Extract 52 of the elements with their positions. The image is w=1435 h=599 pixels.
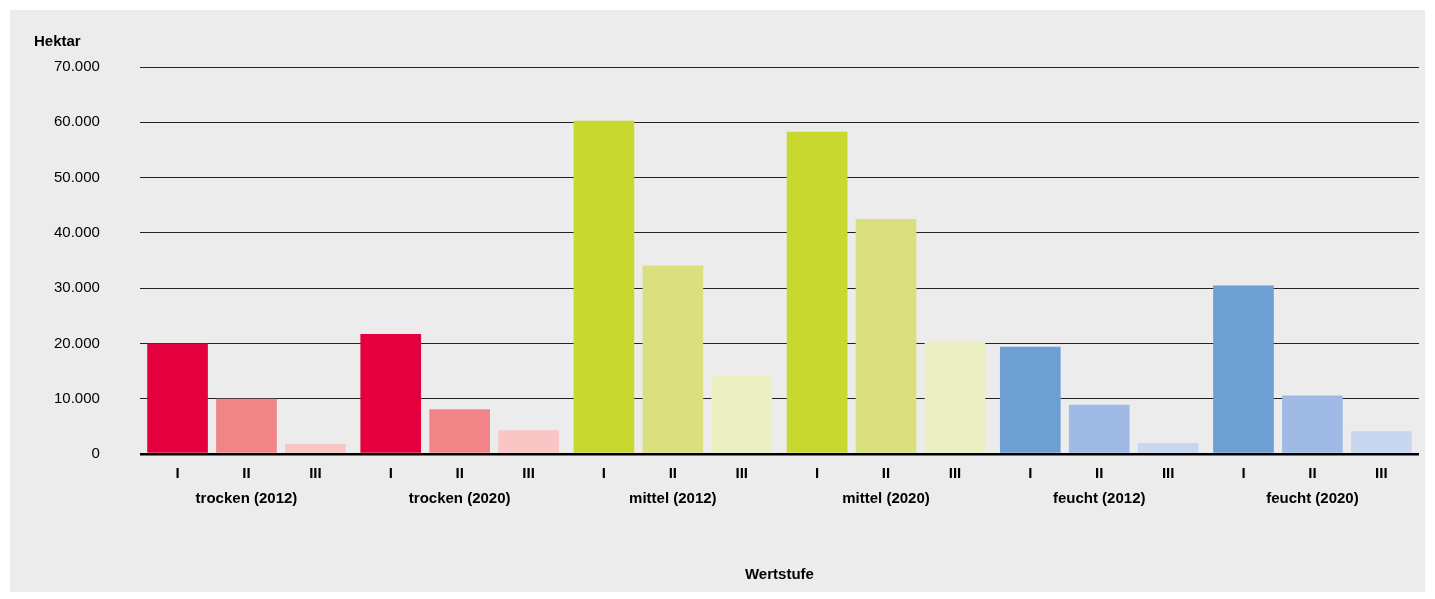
text: II	[1308, 463, 1317, 481]
bar	[1282, 395, 1343, 453]
y-tick-label: 60.000	[53, 112, 100, 130]
text: I	[388, 463, 393, 481]
x-tick-label: trocken (2020)	[408, 489, 511, 507]
text: II	[455, 463, 464, 481]
bar	[1068, 404, 1130, 453]
bar	[855, 219, 917, 453]
text: I	[601, 463, 606, 481]
x-tick-label: trocken (2012)	[195, 489, 298, 507]
text: I	[1028, 463, 1033, 481]
y-tick-label: 30.000	[53, 278, 100, 296]
bar	[216, 398, 277, 453]
bar	[711, 375, 773, 453]
bar	[924, 342, 986, 453]
bar	[360, 334, 422, 453]
y-tick-label: 10.000	[53, 388, 100, 406]
y-tick-label: 70.000	[53, 57, 100, 75]
bar	[573, 120, 635, 453]
bar	[1137, 442, 1199, 453]
x-tick-label: feucht (2012)	[1052, 489, 1146, 507]
text: I	[815, 463, 820, 481]
bar	[642, 265, 704, 453]
bar	[285, 444, 346, 453]
x-axis-title: Wertstufe	[744, 565, 814, 583]
text: III	[948, 463, 962, 481]
y-tick-label: 0	[91, 444, 100, 462]
text: II	[668, 463, 678, 481]
x-tick-label: mittel (2012)	[629, 489, 717, 507]
text: II	[1095, 463, 1104, 481]
y-tick-label: 40.000	[53, 223, 100, 240]
text: III	[1161, 463, 1175, 481]
series-label: III	[309, 463, 322, 481]
y-tick-label: 20.000	[53, 333, 100, 351]
text: I	[1241, 463, 1246, 481]
y-tick-label: 50.000	[53, 167, 100, 185]
y-axis-title: Hektar	[34, 32, 81, 49]
bar	[786, 131, 848, 453]
bar	[999, 346, 1061, 453]
bar	[1351, 431, 1412, 453]
text: II	[881, 463, 891, 481]
bar	[498, 430, 559, 453]
bar	[1213, 285, 1274, 453]
bar	[147, 343, 208, 453]
text: III	[735, 463, 749, 481]
series-label: II	[242, 463, 251, 481]
text: III	[1375, 463, 1388, 481]
x-tick-label: mittel (2020)	[842, 489, 930, 507]
x-tick-label: feucht (2020)	[1266, 489, 1359, 507]
bar	[429, 409, 490, 453]
text: III	[522, 463, 535, 481]
series-label: I	[175, 463, 180, 481]
